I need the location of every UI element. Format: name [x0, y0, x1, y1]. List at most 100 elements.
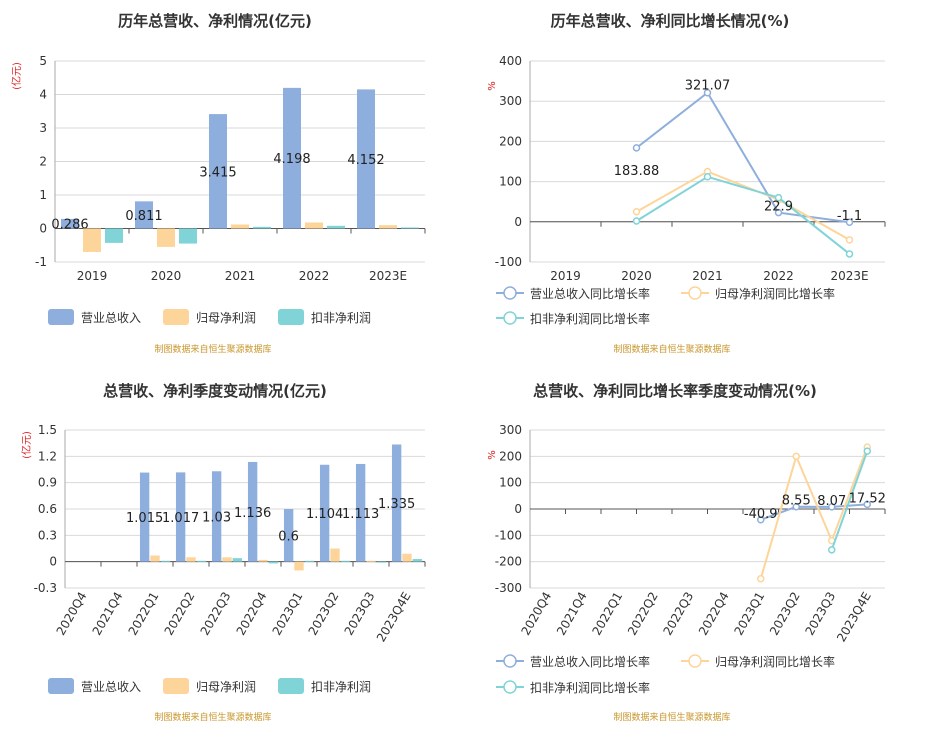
- data-label: 8.55: [782, 494, 811, 509]
- data-label: 8.07: [817, 494, 846, 509]
- point-c4-s0-7: [792, 502, 800, 511]
- point-c4-s1-6: [757, 575, 765, 583]
- y-unit-label: %: [487, 450, 498, 460]
- data-label: 1.03: [202, 510, 231, 525]
- data-label: 1.017: [162, 511, 199, 526]
- y-tick-label: 5: [39, 54, 47, 68]
- legend-swatch: [48, 309, 74, 325]
- y-tick-label: 1.5: [38, 423, 57, 437]
- y-tick-label: 200: [499, 134, 522, 148]
- x-tick-label: 2022Q4: [234, 590, 270, 638]
- point-c2-s2-4: [845, 250, 854, 258]
- legend-label: 扣非净利润: [311, 311, 371, 325]
- y-tick-label: 200: [499, 449, 522, 463]
- bar-c1-s1-0: [83, 228, 101, 252]
- y-tick-label: 4: [39, 88, 47, 102]
- legend-swatch-marker: [688, 286, 702, 300]
- bar-c1-s0-0: [61, 218, 79, 229]
- legend-label: 扣非净利润同比增长率: [530, 311, 650, 326]
- legend-label: 扣非净利润: [311, 680, 371, 694]
- x-tick-label: 2022Q1: [126, 590, 162, 638]
- bar-c1-s2-2: [253, 226, 271, 229]
- bar-c3-s2-6: [304, 560, 315, 562]
- legend-swatch: [48, 678, 74, 694]
- x-tick-label: 2021: [692, 269, 723, 283]
- bar-c3-s1-7: [330, 548, 340, 562]
- bar-c3-s2-5: [268, 561, 279, 564]
- y-tick-label: 0: [514, 215, 522, 229]
- x-tick-label: 2022Q3: [198, 590, 234, 638]
- line-series-c2-2: [635, 175, 851, 255]
- bar-c3-s1-2: [150, 555, 160, 562]
- line-series-c4-2: [830, 450, 869, 551]
- point-c2-s2-3: [774, 193, 783, 202]
- point-c4-s0-6: [757, 516, 765, 524]
- source-note: 制图数据来自恒生聚源数据库: [613, 343, 730, 355]
- legend-label: 归母净利润: [196, 680, 256, 694]
- legend-swatch: [163, 678, 189, 694]
- data-label: 183.88: [614, 164, 660, 179]
- x-tick-label: 2022Q1: [589, 590, 625, 638]
- x-tick-label: 2022: [763, 269, 794, 283]
- bar-c3-s0-9: [391, 444, 402, 562]
- legend-swatch-marker: [503, 311, 517, 325]
- point-c4-s0-9: [863, 500, 871, 509]
- legend-label: 扣非净利润同比增长率: [530, 680, 650, 695]
- legend-label: 归母净利润同比增长率: [715, 654, 835, 669]
- y-tick-label: 100: [499, 175, 522, 189]
- x-tick-label: 2023Q2: [767, 590, 803, 638]
- bar-c1-s2-3: [327, 225, 345, 229]
- x-tick-label: 2019: [550, 269, 581, 283]
- bar-c3-s0-8: [355, 463, 366, 562]
- data-label: 1.136: [234, 506, 271, 521]
- y-tick-label: -0.3: [34, 581, 57, 595]
- point-c2-s2-2: [703, 173, 712, 181]
- data-label: 0.286: [51, 218, 88, 233]
- point-c2-s0-4: [845, 218, 854, 226]
- point-c2-s2-1: [632, 217, 641, 225]
- bar-c1-s0-2: [209, 114, 227, 229]
- bar-c3-s0-3: [175, 472, 186, 562]
- x-tick-label: 2022: [299, 269, 330, 283]
- y-unit-label: %: [487, 81, 498, 91]
- data-label: -1.1: [837, 209, 862, 224]
- line-series-c2-0: [635, 91, 850, 224]
- y-tick-label: 1: [39, 188, 47, 202]
- bar-c3-s2-3: [196, 560, 207, 562]
- line-series-c4-1: [759, 446, 869, 580]
- x-tick-label: 2020Q4: [518, 590, 554, 638]
- x-tick-label: 2023Q3: [802, 590, 838, 638]
- x-tick-label: 2020Q4: [54, 590, 90, 638]
- legend-label: 归母净利润: [196, 311, 256, 325]
- bar-c3-s2-7: [340, 560, 351, 562]
- x-tick-label: 2020: [151, 269, 182, 283]
- bar-c1-s2-0: [105, 228, 123, 243]
- y-tick-label: 400: [499, 54, 522, 68]
- source-note: 制图数据来自恒生聚源数据库: [154, 343, 271, 355]
- legend-label: 营业总收入同比增长率: [530, 286, 650, 301]
- legend-swatch-marker: [503, 654, 517, 668]
- y-tick-label: -100: [495, 528, 522, 542]
- bar-c3-s0-6: [283, 509, 294, 562]
- legend-label: 归母净利润同比增长率: [715, 286, 835, 301]
- chart-c3: 总营收、净利季度变动情况(亿元) (亿元) -0.3 0 0.3 0.6 0.9 1.2 1.5…: [20, 382, 426, 723]
- point-c4-s1-7: [792, 452, 800, 461]
- bar-c3-s0-2: [139, 472, 150, 562]
- y-tick-label: 3: [39, 121, 47, 135]
- data-label: 22.9: [764, 200, 793, 215]
- bar-c1-s2-1: [179, 228, 197, 244]
- x-tick-label: 2019: [77, 269, 108, 283]
- y-tick-label: 0.9: [38, 476, 57, 490]
- source-note: 制图数据来自恒生聚源数据库: [613, 711, 730, 723]
- legend-swatch: [278, 309, 304, 325]
- x-tick-label: 2023Q4E: [374, 590, 414, 645]
- x-tick-label: 2021: [225, 269, 256, 283]
- y-tick-label: 100: [499, 476, 522, 490]
- data-label: 17.52: [849, 491, 886, 506]
- chart-title: 历年总营收、净利同比增长情况(%): [551, 12, 790, 30]
- y-tick-label: 0: [49, 555, 57, 569]
- x-tick-label: 2023Q2: [306, 590, 342, 638]
- y-tick-label: 0.6: [38, 502, 57, 516]
- data-label: 1.113: [342, 507, 379, 522]
